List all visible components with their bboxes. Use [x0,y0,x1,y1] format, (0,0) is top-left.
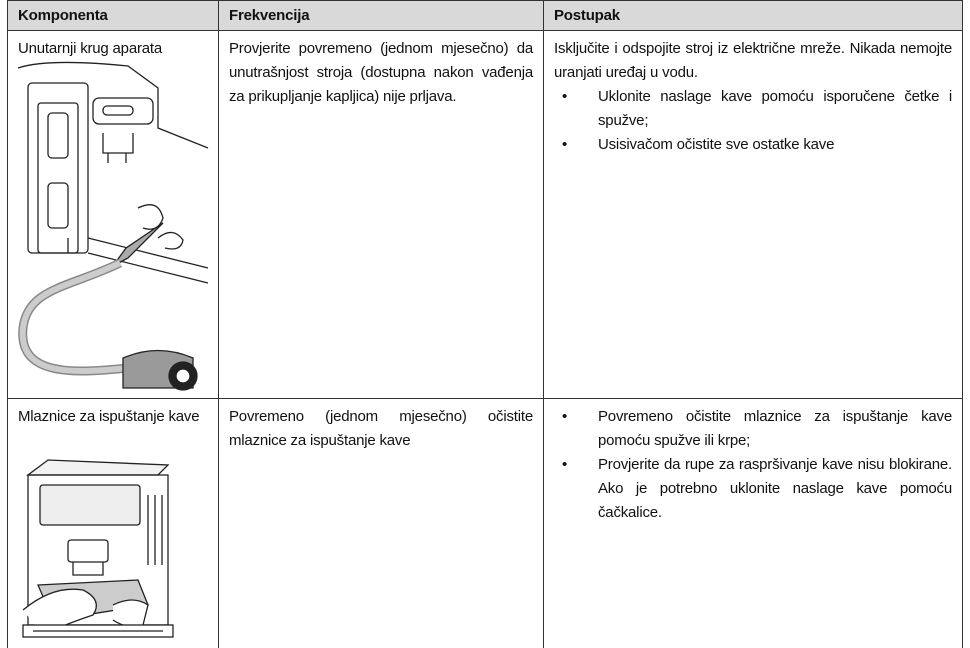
header-cell: Komponenta [7,0,218,31]
header-cell: Frekvencija [218,0,543,31]
procedure-cell: Isključite i odspojite stroj iz električ… [543,30,963,399]
procedure-cell: Povremeno očistite mlaznice za ispuštanj… [543,398,963,648]
bullet: Usisivačom očistite sve ostatke kave [562,133,952,157]
bullet: Povremeno očistite mlaznice za ispuštanj… [562,405,952,453]
header-cell: Postupak [543,0,963,31]
component-label: Unutarnji krug aparata [18,40,163,57]
frequency-cell: Provjerite povremeno (jednom mjesečno) d… [218,30,543,399]
vacuum-illustration [17,61,209,391]
component-label: Mlaznice za ispuštanje kave [18,408,200,425]
component-cell: Mlaznice za ispuštanje kave [7,398,218,648]
bullet-list: Povremeno očistite mlaznice za ispuštanj… [554,405,952,525]
procedure-intro: Isključite i odspojite stroj iz električ… [554,40,952,81]
bullet: Uklonite naslage kave pomoću isporučene … [562,85,952,133]
bullet: Provjerite da rupe za raspršivanje kave … [562,453,952,525]
bullet-list: Uklonite naslage kave pomoću isporučene … [554,85,952,157]
spout-illustration [22,459,174,638]
frequency-cell: Povremeno (jednom mjesečno) očistite mla… [218,398,543,648]
component-cell: Unutarnji krug aparata [7,30,218,399]
